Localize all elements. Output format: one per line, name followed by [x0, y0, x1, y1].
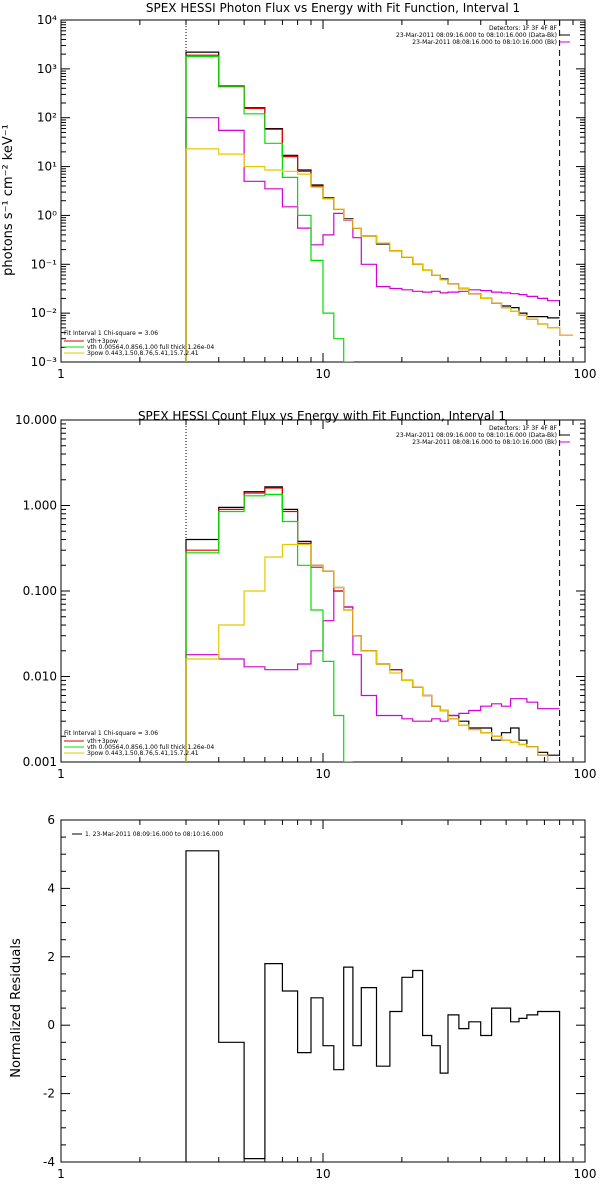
photon-legend-detectors: Detectors: 1F 3F 4F 8F	[489, 25, 558, 32]
y-tick-label: 10⁻²	[31, 306, 58, 320]
photon-fit-info: Fit Interval 1 Chi-square = 3.06	[64, 330, 158, 337]
series-bk	[185, 590, 560, 762]
x-tick-label: 10	[315, 1167, 330, 1181]
count-flux-title: SPEX HESSI Count Flux vs Energy with Fit…	[138, 409, 506, 423]
photon-fit-vth: vth 0.00564,0.856,1.00 full thick 1.26e-…	[87, 344, 214, 351]
y-tick-label: -2	[43, 1087, 55, 1101]
count-legend-data: 23-Mar-2011 08:09:16.000 to 08:10:16.000…	[396, 432, 557, 439]
y-tick-label: 0	[47, 1018, 55, 1032]
y-tick-label: 10⁴	[37, 13, 57, 27]
x-tick-label: 10	[315, 367, 330, 381]
photon-flux-title: SPEX HESSI Photon Flux vs Energy with Fi…	[146, 1, 520, 15]
photon-fit-total: vth+3pow	[87, 338, 118, 345]
count-fit-3pow: 3pow 0.443,1.50,8.76,5.41,15.7,2.41	[87, 750, 199, 757]
count-flux-panel: SPEX HESSI Count Flux vs Energy with Fit…	[15, 409, 596, 781]
residuals-ticks: 1 10 100 -4 -2 0 2 4 6	[43, 813, 596, 1181]
residuals-ylabel: Normalized Residuals	[9, 938, 24, 1078]
series-vth	[185, 493, 353, 762]
y-tick-label: 0.100	[23, 584, 57, 598]
y-tick-label: 10¹	[37, 160, 57, 174]
series-3pow	[185, 543, 560, 762]
y-tick-label: 10⁰	[37, 208, 57, 222]
count-fit-info: Fit Interval 1 Chi-square = 3.06	[64, 730, 158, 737]
y-tick-label: -4	[43, 1155, 55, 1169]
x-tick-label: 1	[57, 367, 65, 381]
y-tick-label: 2	[47, 950, 55, 964]
count-fit-vth: vth 0.00564,0.856,1.00 full thick 1.26e-…	[87, 744, 214, 751]
y-tick-label: 6	[47, 813, 55, 827]
residuals-panel: Normalized Residuals 1 10 100 -4 -2 0 2 4 6 1. 2…	[9, 813, 596, 1181]
x-tick-label: 1	[57, 1167, 65, 1181]
series-data-bk	[185, 51, 560, 362]
photon-legend-data: 23-Mar-2011 08:09:16.000 to 08:10:16.000…	[396, 32, 557, 39]
count-flux-marks	[185, 420, 561, 762]
count-flux-ticks: 1 10 100 0.001 0.010 0.100 1.000 10.000	[15, 413, 596, 781]
x-tick-label: 100	[574, 1167, 597, 1181]
y-tick-label: 0.010	[23, 670, 57, 684]
count-legend-bk: 23-Mar-2011 08:08:16.000 to 08:10:16.000…	[412, 439, 557, 446]
y-tick-label: 10⁻¹	[31, 257, 58, 271]
photon-flux-marks	[185, 20, 573, 362]
y-tick-label: 4	[47, 881, 55, 895]
count-legend-detectors: Detectors: 1F 3F 4F 8F	[489, 425, 558, 432]
series-vth	[185, 55, 354, 362]
y-tick-label: 10³	[37, 62, 57, 76]
photon-flux-ylabel: photons s⁻¹ cm⁻² keV⁻¹	[1, 124, 16, 276]
x-tick-label: 100	[574, 767, 597, 781]
residuals-marks	[185, 850, 561, 1162]
count-fit-total: vth+3pow	[87, 738, 118, 745]
x-tick-label: 10	[315, 767, 330, 781]
photon-flux-ticks: 1 10 100 10⁻³ 10⁻² 10⁻¹ 10⁰ 10¹ 10² 10³ 10⁴	[31, 13, 597, 381]
y-tick-label: 10⁻³	[31, 355, 58, 369]
residuals-plot-frame	[60, 819, 586, 1163]
y-tick-label: 10.000	[15, 413, 57, 427]
residuals-legend-label: 1. 23-Mar-2011 08:09:16.000 to 08:10:16.…	[85, 831, 223, 838]
count-flux-plot-frame	[60, 419, 586, 763]
y-tick-label: 1.000	[23, 499, 57, 513]
series-1-23-mar-2011-08-09-16-000-to-08-10-16-000	[185, 850, 561, 1162]
photon-fit-3pow: 3pow 0.443,1.50,8.76,5.41,15.7,2.41	[87, 350, 199, 357]
photon-flux-panel: SPEX HESSI Photon Flux vs Energy with Fi…	[1, 1, 596, 381]
x-tick-label: 1	[57, 767, 65, 781]
y-tick-label: 10²	[37, 111, 57, 125]
y-tick-label: 0.001	[23, 755, 57, 769]
photon-legend-bk: 23-Mar-2011 08:08:16.000 to 08:10:16.000…	[412, 39, 557, 46]
series-3pow	[185, 148, 573, 362]
x-tick-label: 100	[574, 367, 597, 381]
